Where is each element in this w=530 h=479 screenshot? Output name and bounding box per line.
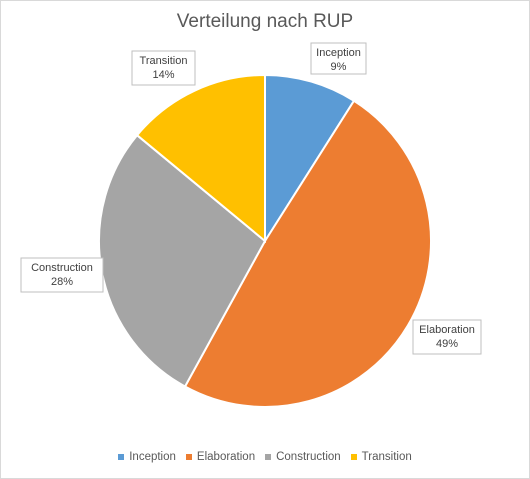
legend-label: Transition: [362, 451, 412, 463]
data-label-value: 14%: [152, 69, 174, 81]
data-label-transition: Transition 14%: [132, 51, 195, 85]
legend-swatch: [265, 454, 271, 460]
legend-swatch: [351, 454, 357, 460]
legend-label: Elaboration: [197, 451, 255, 463]
legend-item-transition: Transition: [351, 451, 412, 463]
legend-item-elaboration: Elaboration: [186, 451, 255, 463]
data-label-inception: Inception 9%: [311, 43, 366, 74]
legend-swatch: [186, 454, 192, 460]
data-label-construction: Construction 28%: [21, 258, 103, 292]
legend-label: Inception: [129, 451, 176, 463]
legend-swatch: [118, 454, 124, 460]
data-label-value: 49%: [436, 338, 458, 350]
data-label-category: Construction: [31, 262, 93, 274]
data-label-category: Elaboration: [419, 324, 475, 336]
data-label-category: Inception: [316, 47, 361, 59]
legend-item-construction: Construction: [265, 451, 341, 463]
data-label-value: 28%: [51, 276, 73, 288]
legend-label: Construction: [276, 451, 341, 463]
legend-item-inception: Inception: [118, 451, 176, 463]
legend: Inception Elaboration Construction Transiti…: [0, 451, 530, 463]
data-label-value: 9%: [331, 61, 347, 73]
data-label-category: Transition: [140, 55, 188, 67]
data-label-elaboration: Elaboration 49%: [413, 320, 481, 354]
